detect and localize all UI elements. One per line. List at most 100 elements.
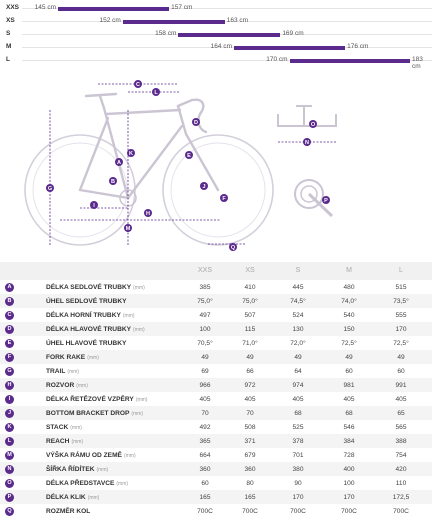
row-value: 492: [199, 423, 211, 431]
row-name: DÉLKA HORNÍ TRUBKY (mm): [46, 311, 135, 319]
table-row: M VÝŠKA RÁMU OD ZEMĚ (mm) 664 679 701 728 754: [0, 448, 432, 462]
row-name: ÚHEL HLAVOVÉ TRUBKY: [46, 339, 127, 347]
row-value: 49: [397, 353, 405, 361]
range-to: 157 cm: [171, 4, 193, 11]
marker-m: M: [124, 224, 132, 232]
row-name: FORK RAKE (mm): [46, 353, 99, 361]
svg-text:E: E: [187, 153, 191, 159]
row-marker: L: [5, 437, 14, 446]
row-value: 380: [292, 465, 304, 473]
size-label: L: [6, 56, 10, 63]
row-value: 388: [395, 437, 407, 445]
svg-text:K: K: [129, 151, 133, 157]
row-value: 360: [244, 465, 256, 473]
size-range-row: M 164 cm 176 cm: [0, 41, 432, 54]
row-value: 75,0°: [242, 297, 258, 305]
column-header: L: [399, 267, 403, 274]
size-label: S: [6, 30, 11, 37]
row-value: 480: [343, 283, 355, 291]
row-marker: I: [5, 395, 14, 404]
marker-h: H: [144, 209, 152, 217]
row-value: 420: [395, 465, 407, 473]
row-value: 405: [292, 395, 304, 403]
range-track: [22, 21, 432, 22]
range-from: 170 cm: [266, 56, 288, 63]
table-row: E ÚHEL HLAVOVÉ TRUBKY 70,5° 71,0° 72,0° 72,5°…: [0, 336, 432, 350]
row-value: 74,5°: [290, 297, 306, 305]
row-value: 69: [201, 367, 209, 375]
row-value: 700C: [393, 507, 409, 515]
row-value: 150: [343, 325, 355, 333]
row-value: 165: [199, 493, 211, 501]
svg-text:J: J: [202, 184, 205, 190]
row-name: BOTTOM BRACKET DROP (mm): [46, 409, 144, 417]
row-unit: (mm): [76, 382, 88, 389]
row-name: DÉLKA KLIK (mm): [46, 493, 100, 501]
row-value: 371: [244, 437, 256, 445]
table-row: H ROZVOR (mm) 966 972 974 981 991: [0, 378, 432, 392]
marker-j: J: [200, 182, 208, 190]
row-value: 754: [395, 451, 407, 459]
row-value: 540: [343, 311, 355, 319]
row-value: 70: [246, 409, 254, 417]
row-name: REACH (mm): [46, 437, 84, 445]
row-marker: J: [5, 409, 14, 418]
range-to: 183 cm: [412, 56, 423, 70]
range-to: 169 cm: [282, 30, 304, 37]
row-value: 170: [395, 325, 407, 333]
range-bar: [289, 58, 410, 63]
bike-geometry-diagram: C L D A B K E G M I H F J Q N O P: [24, 80, 337, 251]
row-value: 384: [343, 437, 355, 445]
svg-text:I: I: [93, 203, 95, 209]
table-row: F FORK RAKE (mm) 49 49 49 49 49: [0, 350, 432, 364]
range-from: 158 cm: [155, 30, 177, 37]
row-value: 497: [199, 311, 211, 319]
marker-a: A: [115, 158, 123, 166]
svg-text:L: L: [154, 90, 158, 96]
column-header: XS: [245, 267, 255, 274]
row-value: 49: [246, 353, 254, 361]
row-marker: D: [5, 325, 14, 334]
row-marker: N: [5, 465, 14, 474]
row-unit: (mm): [122, 312, 135, 319]
table-row: Q ROZMĚR KOL 700C 700C 700C 700C 700C: [0, 504, 432, 518]
dimension-markers: C L D A B K E G M I H F J Q: [46, 80, 237, 251]
marker-g: G: [46, 184, 54, 192]
svg-text:M: M: [126, 226, 131, 232]
handlebar-detail: N O: [277, 105, 337, 146]
row-marker: G: [5, 367, 14, 376]
column-header: S: [295, 267, 301, 274]
range-track: [22, 47, 432, 48]
range-bar: [122, 19, 225, 24]
row-value: 172,5: [392, 493, 410, 501]
row-value: 49: [201, 353, 209, 361]
size-range-row: XS 152 cm 163 cm: [0, 15, 432, 28]
row-value: 74,0°: [341, 297, 357, 305]
row-value: 701: [292, 451, 304, 459]
row-value: 60: [397, 367, 405, 375]
row-name: ŠÍŘKA ŘÍDÍTEK (mm): [46, 465, 109, 473]
row-value: 400: [343, 465, 355, 473]
row-value: 130: [292, 325, 304, 333]
row-unit: (mm): [67, 368, 80, 375]
row-value: 405: [343, 395, 355, 403]
table-row: G TRAIL (mm) 69 66 64 60 60: [0, 364, 432, 378]
row-unit: (mm): [131, 410, 144, 417]
size-label: M: [6, 43, 12, 50]
row-value: 360: [199, 465, 211, 473]
row-value: 165: [244, 493, 256, 501]
marker-n: N: [303, 138, 311, 146]
row-unit: (mm): [116, 480, 129, 487]
marker-l: L: [152, 88, 160, 96]
row-name: ROZMĚR KOL: [46, 507, 91, 515]
range-bar: [58, 6, 170, 11]
svg-text:A: A: [117, 160, 121, 166]
marker-i: I: [90, 201, 98, 209]
row-value: 991: [395, 381, 407, 389]
marker-d: D: [192, 118, 200, 126]
row-unit: (mm): [70, 424, 82, 431]
row-name: ROZVOR (mm): [46, 381, 88, 389]
column-header: M: [346, 267, 352, 274]
row-value: 65: [397, 409, 405, 417]
row-marker: Q: [5, 507, 14, 516]
